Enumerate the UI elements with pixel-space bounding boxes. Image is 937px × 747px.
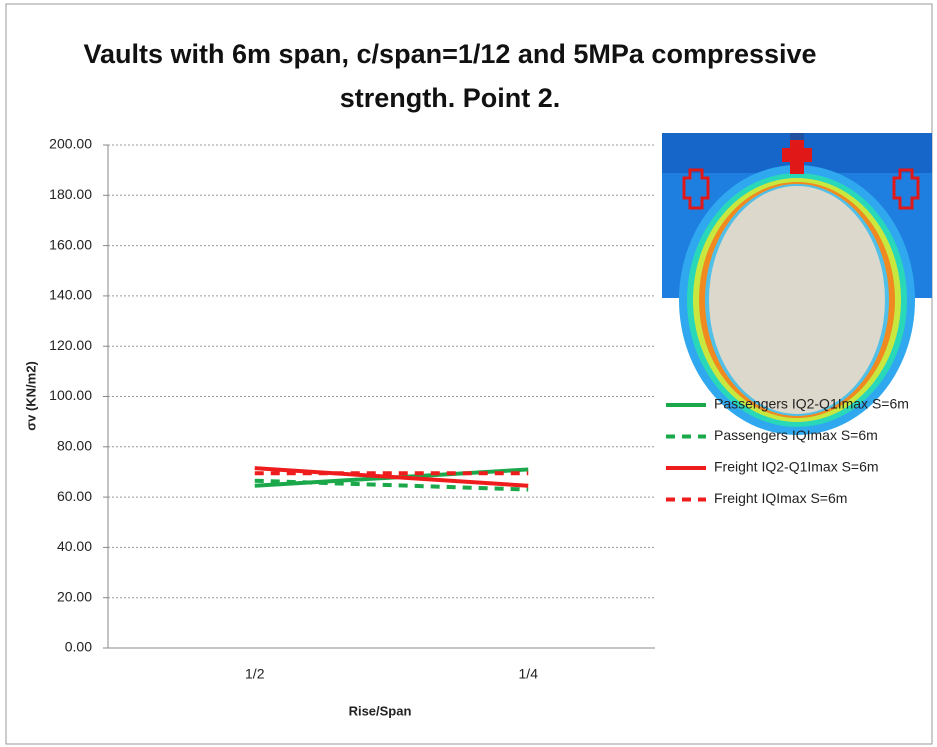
x-axis-label: Rise/Span — [349, 703, 412, 718]
y-tick-label: 140.00 — [49, 287, 92, 303]
series-line — [254, 466, 529, 488]
legend-label: Passengers IQ2-Q1Imax S=6m — [714, 396, 909, 412]
legend-label: Passengers IQImax S=6m — [714, 427, 878, 443]
title-part: strength. Point 2. — [340, 83, 561, 113]
legend-label: Freight IQ2-Q1Imax S=6m — [714, 459, 879, 475]
y-tick-label: 40.00 — [57, 538, 92, 554]
y-axis-label: σv (KN/m2) — [23, 361, 38, 431]
y-tick-label: 60.00 — [57, 488, 92, 504]
y-tick-label: 160.00 — [49, 236, 92, 252]
y-tick-label: 200.00 — [49, 136, 92, 152]
chart-title: Vaults with 6m span, c/span=1/12 and 5MP… — [83, 39, 816, 69]
title-part: Vaults with 6m span, c/span=1/12 and 5MP… — [83, 39, 816, 69]
chart-title: strength. Point 2. — [340, 83, 561, 113]
x-tick-label: 1/2 — [245, 666, 265, 682]
series-line — [254, 478, 529, 492]
y-tick-label: 100.00 — [49, 387, 92, 403]
y-tick-label: 0.00 — [65, 639, 92, 655]
y-tick-label: 80.00 — [57, 438, 92, 454]
y-tick-label: 180.00 — [49, 186, 92, 202]
x-tick-label: 1/4 — [519, 666, 539, 682]
y-tick-label: 20.00 — [57, 588, 92, 604]
inset-image — [662, 133, 932, 435]
y-tick-label: 120.00 — [49, 337, 92, 353]
legend-label: Freight IQImax S=6m — [714, 490, 847, 506]
